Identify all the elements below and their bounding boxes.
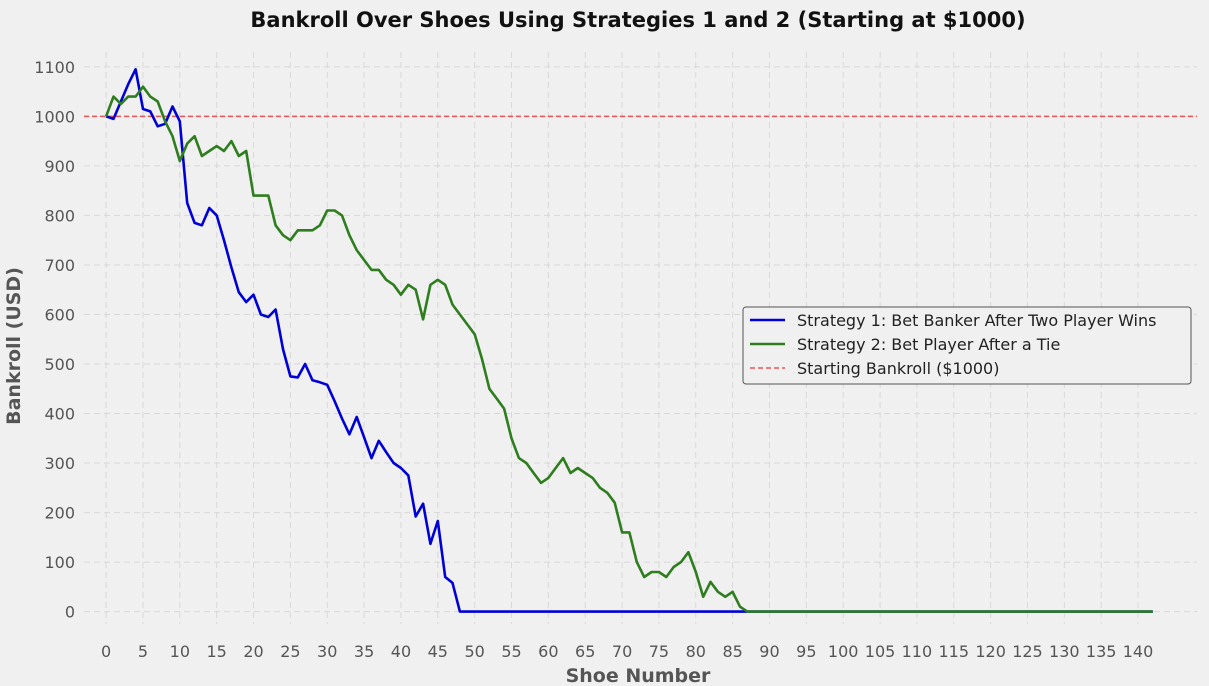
y-tick-label: 300 [44,454,75,473]
x-tick-label: 55 [501,642,521,661]
x-tick-label: 65 [575,642,595,661]
x-tick-label: 90 [759,642,779,661]
y-tick-labels: 0 100 200 300 400 500 600 700 800 900 1000 1100 [34,58,75,622]
y-tick-label: 0 [65,603,75,622]
x-tick-label: 140 [1123,642,1154,661]
x-tick-label: 75 [649,642,669,661]
x-tick-label: 110 [902,642,933,661]
x-tick-label: 35 [354,642,374,661]
y-tick-label: 700 [44,256,75,275]
legend-entry: Strategy 1: Bet Banker After Two Player … [797,311,1156,330]
x-tick-label: 85 [722,642,742,661]
x-tick-label: 100 [828,642,859,661]
legend-entry: Starting Bankroll ($1000) [797,359,999,378]
x-tick-label: 45 [428,642,448,661]
x-tick-label: 50 [464,642,484,661]
y-tick-label: 100 [44,553,75,572]
chart-title: Bankroll Over Shoes Using Strategies 1 a… [250,8,1025,32]
x-tick-label: 0 [101,642,111,661]
x-tick-label: 80 [686,642,706,661]
x-tick-label: 5 [138,642,148,661]
y-tick-label: 1000 [34,107,75,126]
x-tick-label: 25 [280,642,300,661]
legend: Strategy 1: Bet Banker After Two Player … [742,306,1192,385]
series-lines [104,68,1153,613]
x-tick-label: 30 [317,642,337,661]
y-axis-label: Bankroll (USD) [3,267,25,425]
x-tick-label: 70 [612,642,632,661]
x-tick-label: 60 [538,642,558,661]
y-tick-label: 600 [44,305,75,324]
x-tick-label: 115 [938,642,969,661]
x-tick-label: 125 [1012,642,1043,661]
x-tick-label: 15 [206,642,226,661]
x-axis-label: Shoe Number [566,665,711,686]
y-tick-label: 200 [44,504,75,523]
x-tick-label: 105 [865,642,896,661]
y-tick-label: 900 [44,157,75,176]
y-tick-label: 500 [44,355,75,374]
y-tick-label: 800 [44,206,75,225]
legend-entry: Strategy 2: Bet Player After a Tie [797,335,1060,354]
y-tick-label: 400 [44,405,75,424]
y-tick-label: 1100 [34,58,75,77]
x-tick-label: 135 [1086,642,1117,661]
x-tick-label: 120 [975,642,1006,661]
x-tick-labels: 0 5 10 15 20 25 30 35 40 45 50 55 60 65 70 75 80 85 90 95 10… [101,642,1153,661]
x-tick-label: 130 [1049,642,1080,661]
x-tick-label: 40 [391,642,411,661]
x-tick-label: 10 [170,642,190,661]
x-tick-label: 95 [796,642,816,661]
strategy-2-line [104,85,1153,613]
legend-box [742,306,1192,385]
x-tick-label: 20 [243,642,263,661]
